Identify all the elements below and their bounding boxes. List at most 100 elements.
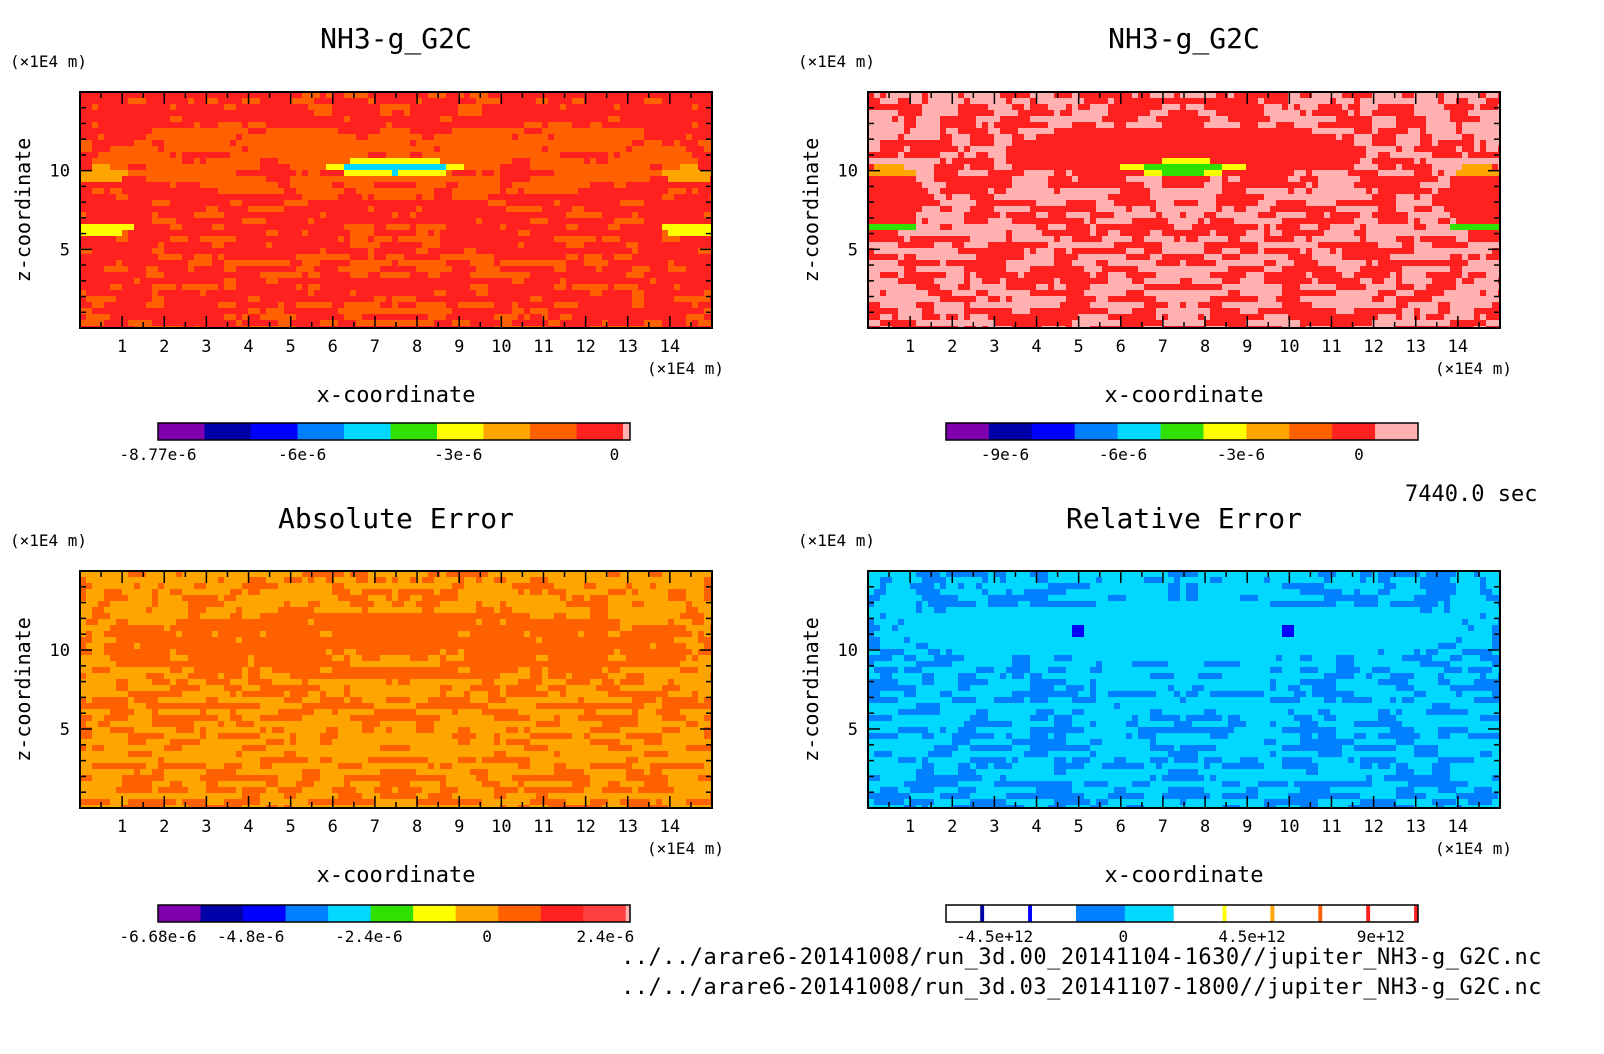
heatmap-cell bbox=[182, 116, 189, 123]
heatmap-cell bbox=[248, 158, 255, 165]
heatmap-cell bbox=[548, 242, 555, 249]
heatmap-cell bbox=[680, 236, 687, 243]
heatmap-cell bbox=[488, 302, 495, 309]
heatmap-cell bbox=[542, 248, 549, 255]
heatmap-cell bbox=[158, 278, 165, 285]
heatmap-cell bbox=[548, 152, 555, 159]
heatmap-cell bbox=[650, 164, 657, 171]
heatmap-cell bbox=[410, 188, 417, 195]
heatmap-cell bbox=[380, 158, 387, 165]
heatmap-cell bbox=[302, 116, 309, 123]
heatmap-cell bbox=[134, 218, 141, 225]
heatmap-cell bbox=[608, 182, 615, 189]
heatmap-cell bbox=[584, 182, 591, 189]
heatmap-cell bbox=[92, 194, 99, 201]
heatmap-cell bbox=[596, 164, 603, 171]
heatmap-cell bbox=[524, 200, 531, 207]
heatmap-cell bbox=[182, 212, 189, 219]
heatmap-cell bbox=[164, 152, 171, 159]
heatmap-cell bbox=[320, 122, 327, 129]
heatmap-cell bbox=[1216, 92, 1223, 99]
heatmap-cell bbox=[524, 122, 531, 129]
heatmap-cell bbox=[92, 248, 99, 255]
heatmap-cell bbox=[164, 314, 171, 321]
heatmap-cell bbox=[254, 98, 261, 105]
heatmap-cell bbox=[470, 320, 477, 327]
heatmap-cell bbox=[692, 176, 699, 183]
heatmap-cell bbox=[572, 182, 579, 189]
heatmap-cell bbox=[524, 290, 531, 297]
heatmap-cell bbox=[236, 242, 243, 249]
heatmap-cell bbox=[1048, 92, 1055, 99]
heatmap-cell bbox=[152, 188, 159, 195]
heatmap-cell bbox=[458, 260, 465, 267]
heatmap-cell bbox=[626, 242, 633, 249]
heatmap-cell bbox=[350, 224, 357, 231]
heatmap-cell bbox=[404, 152, 411, 159]
heatmap-cell bbox=[338, 290, 345, 297]
heatmap-cell bbox=[332, 230, 339, 237]
heatmap-cell bbox=[140, 164, 147, 171]
heatmap-cell bbox=[194, 194, 201, 201]
heatmap-cell bbox=[272, 116, 279, 123]
heatmap-cell bbox=[692, 290, 699, 297]
heatmap-cell bbox=[296, 158, 303, 165]
heatmap-cell bbox=[320, 164, 327, 171]
heatmap-cell bbox=[578, 110, 585, 117]
heatmap-cell bbox=[1198, 110, 1205, 117]
heatmap-cell bbox=[248, 272, 255, 279]
heatmap-cell bbox=[452, 224, 459, 231]
heatmap-cell bbox=[320, 236, 327, 243]
heatmap-cell bbox=[350, 242, 357, 249]
heatmap-cell bbox=[452, 122, 459, 129]
heatmap-cell bbox=[494, 188, 501, 195]
x-tick-label: 7 bbox=[370, 337, 380, 357]
heatmap-cell bbox=[356, 176, 363, 183]
heatmap-cell bbox=[1168, 110, 1175, 117]
heatmap-cell bbox=[92, 140, 99, 147]
heatmap-field bbox=[80, 92, 713, 329]
heatmap-cell bbox=[590, 290, 597, 297]
heatmap-cell bbox=[1348, 116, 1355, 123]
heatmap-cell bbox=[578, 242, 585, 249]
heatmap-cell bbox=[152, 224, 159, 231]
heatmap-cell bbox=[668, 272, 675, 279]
heatmap-cell bbox=[86, 152, 93, 159]
heatmap-cell bbox=[188, 98, 195, 105]
heatmap-cell bbox=[548, 212, 555, 219]
heatmap-cell bbox=[236, 140, 243, 147]
heatmap-cell bbox=[470, 302, 477, 309]
heatmap-cell bbox=[1300, 110, 1307, 117]
heatmap-cell bbox=[434, 158, 441, 165]
heatmap-cell bbox=[602, 320, 609, 327]
heatmap-cell bbox=[152, 266, 159, 273]
heatmap-cell bbox=[476, 272, 483, 279]
heatmap-cell bbox=[284, 260, 291, 267]
heatmap-cell bbox=[230, 224, 237, 231]
heatmap-cell bbox=[1414, 122, 1421, 129]
heatmap-cell bbox=[680, 320, 687, 327]
heatmap-cell bbox=[692, 98, 699, 105]
heatmap-cell bbox=[1444, 116, 1451, 123]
heatmap-cell bbox=[518, 230, 525, 237]
heatmap-cell bbox=[194, 170, 201, 177]
heatmap-cell bbox=[224, 236, 231, 243]
heatmap-cell bbox=[542, 308, 549, 315]
heatmap-cell bbox=[188, 260, 195, 267]
heatmap-cell bbox=[236, 230, 243, 237]
heatmap-cell bbox=[656, 122, 663, 129]
heatmap-cell bbox=[542, 314, 549, 321]
heatmap-cell bbox=[656, 266, 663, 273]
heatmap-cell bbox=[1114, 110, 1121, 117]
heatmap-cell bbox=[704, 194, 711, 201]
heatmap-cell bbox=[686, 266, 693, 273]
heatmap-cell bbox=[494, 218, 501, 225]
heatmap-cell bbox=[218, 308, 225, 315]
heatmap-cell bbox=[1018, 122, 1025, 129]
heatmap-cell bbox=[590, 98, 597, 105]
heatmap-cell bbox=[140, 272, 147, 279]
heatmap-cell bbox=[620, 284, 627, 291]
heatmap-cell bbox=[644, 146, 651, 153]
heatmap-cell bbox=[176, 170, 183, 177]
heatmap-cell bbox=[608, 230, 615, 237]
